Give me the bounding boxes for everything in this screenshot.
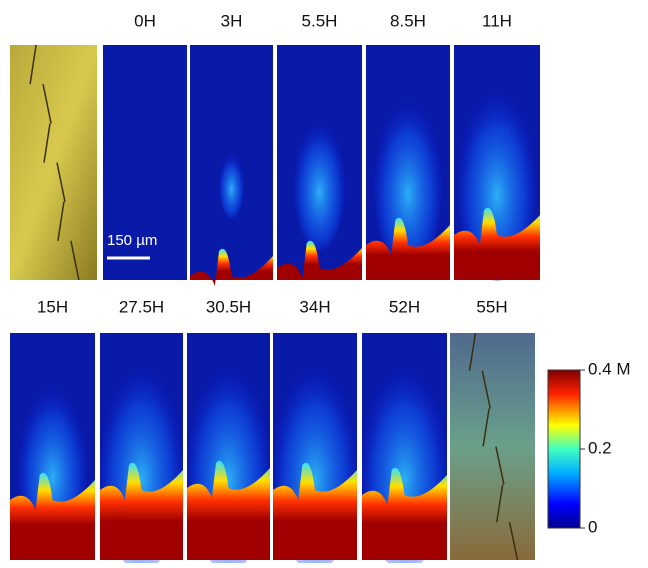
time-label: 15H: [37, 297, 68, 316]
panels: [10, 45, 540, 563]
diffusion-glow: [219, 154, 244, 217]
time-label: 11H: [482, 11, 512, 30]
scale-label: 150 µm: [107, 232, 157, 249]
time-label: 34H: [299, 297, 330, 316]
figure: 0H 3H 5.5H 8.5H 11H 150 µm 15H 27.5H 30.5H 34H 52H…: [0, 0, 648, 563]
time-label: 27.5H: [119, 297, 164, 316]
time-label: 30.5H: [206, 297, 251, 316]
time-label: 55H: [476, 297, 507, 316]
colorbar-label: 0.4 M: [588, 359, 631, 378]
colorbar-label: 0: [588, 517, 597, 536]
time-label: 3H: [221, 11, 243, 30]
colorbar: [548, 370, 580, 528]
time-label: 5.5H: [302, 11, 338, 30]
diffusion-glow: [294, 123, 345, 250]
time-label: 0H: [134, 11, 156, 30]
time-label: 52H: [389, 297, 420, 316]
colorbar-label: 0.2: [588, 438, 612, 457]
photo-panel: [450, 333, 535, 560]
time-label: 8.5H: [390, 11, 426, 30]
photo-panel: [10, 45, 97, 280]
